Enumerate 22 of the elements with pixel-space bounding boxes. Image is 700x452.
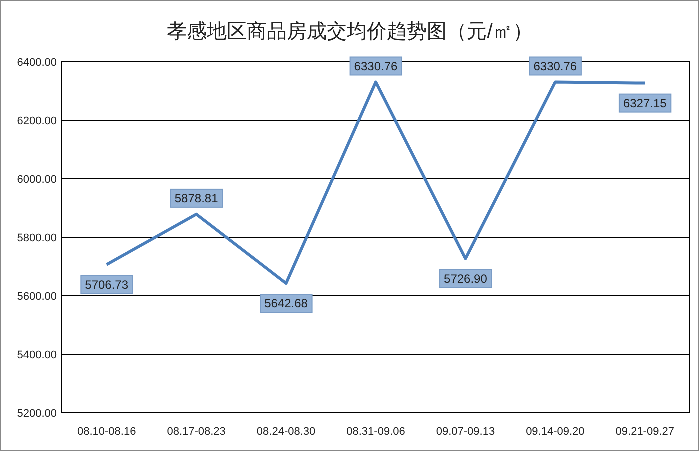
chart-title: 孝感地区商品房成交均价趋势图（元/㎡） <box>167 21 533 43</box>
x-tick-label: 08.31-09.06 <box>346 426 406 438</box>
data-label: 5726.90 <box>444 272 488 286</box>
data-label: 5706.73 <box>85 278 129 292</box>
x-tick-label: 08.10-08.16 <box>78 426 136 438</box>
data-label: 6330.76 <box>354 59 398 74</box>
y-tick-label: 5600.00 <box>17 291 57 303</box>
y-tick-label: 6200.00 <box>17 116 57 128</box>
y-tick-label: 6000.00 <box>17 174 57 186</box>
data-label: 5878.81 <box>174 191 219 206</box>
data-label: 6327.15 <box>623 96 668 110</box>
x-tick-label: 08.24-08.30 <box>256 426 316 438</box>
y-tick-label: 5800.00 <box>17 232 57 244</box>
y-tick-label: 6400.00 <box>17 57 57 69</box>
x-tick-label: 09.07-09.13 <box>436 426 496 438</box>
x-tick-label: 09.14-09.20 <box>526 426 585 438</box>
x-tick-label: 09.21-09.27 <box>616 426 674 438</box>
x-tick-label: 08.17-08.23 <box>167 426 226 438</box>
y-tick-label: 5200.00 <box>17 408 57 420</box>
data-label: 6330.76 <box>534 59 578 74</box>
y-tick-label: 5400.00 <box>17 350 57 362</box>
data-label: 5642.68 <box>264 296 308 311</box>
